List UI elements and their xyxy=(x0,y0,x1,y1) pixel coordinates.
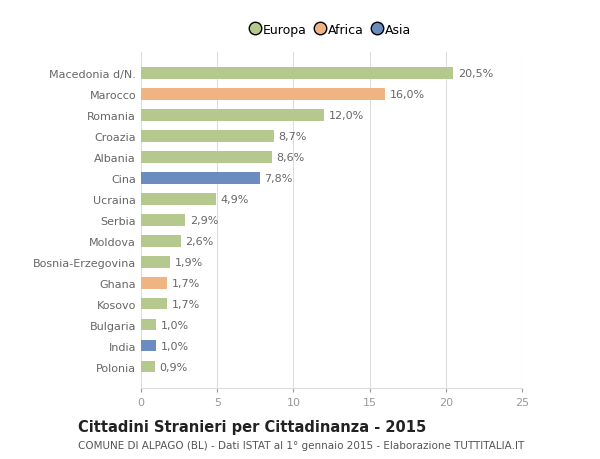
Bar xyxy=(141,277,167,289)
Bar xyxy=(141,110,324,121)
Bar xyxy=(141,361,155,373)
Bar xyxy=(141,319,156,331)
Text: 2,6%: 2,6% xyxy=(185,236,214,246)
Text: 8,6%: 8,6% xyxy=(277,152,305,162)
Text: 16,0%: 16,0% xyxy=(389,90,425,100)
Text: 8,7%: 8,7% xyxy=(278,132,307,141)
Text: 0,9%: 0,9% xyxy=(159,362,188,372)
Text: 1,0%: 1,0% xyxy=(161,320,189,330)
Text: 7,8%: 7,8% xyxy=(265,174,293,184)
Text: 2,9%: 2,9% xyxy=(190,215,218,225)
Text: 1,9%: 1,9% xyxy=(175,257,203,267)
Bar xyxy=(141,68,454,79)
Text: Cittadini Stranieri per Cittadinanza - 2015: Cittadini Stranieri per Cittadinanza - 2… xyxy=(78,419,426,434)
Bar xyxy=(141,340,156,352)
Text: 1,7%: 1,7% xyxy=(172,278,200,288)
Text: 1,0%: 1,0% xyxy=(161,341,189,351)
Text: 12,0%: 12,0% xyxy=(328,111,364,121)
Bar xyxy=(141,89,385,101)
Text: 1,7%: 1,7% xyxy=(172,299,200,309)
Legend: Europa, Africa, Asia: Europa, Africa, Asia xyxy=(247,19,416,42)
Bar xyxy=(141,152,272,163)
Bar xyxy=(141,257,170,268)
Text: 20,5%: 20,5% xyxy=(458,69,493,79)
Text: COMUNE DI ALPAGO (BL) - Dati ISTAT al 1° gennaio 2015 - Elaborazione TUTTITALIA.: COMUNE DI ALPAGO (BL) - Dati ISTAT al 1°… xyxy=(78,440,524,450)
Text: 4,9%: 4,9% xyxy=(220,195,248,204)
Bar xyxy=(141,194,215,205)
Bar xyxy=(141,173,260,184)
Bar xyxy=(141,131,274,142)
Bar xyxy=(141,298,167,310)
Bar xyxy=(141,235,181,247)
Bar xyxy=(141,214,185,226)
